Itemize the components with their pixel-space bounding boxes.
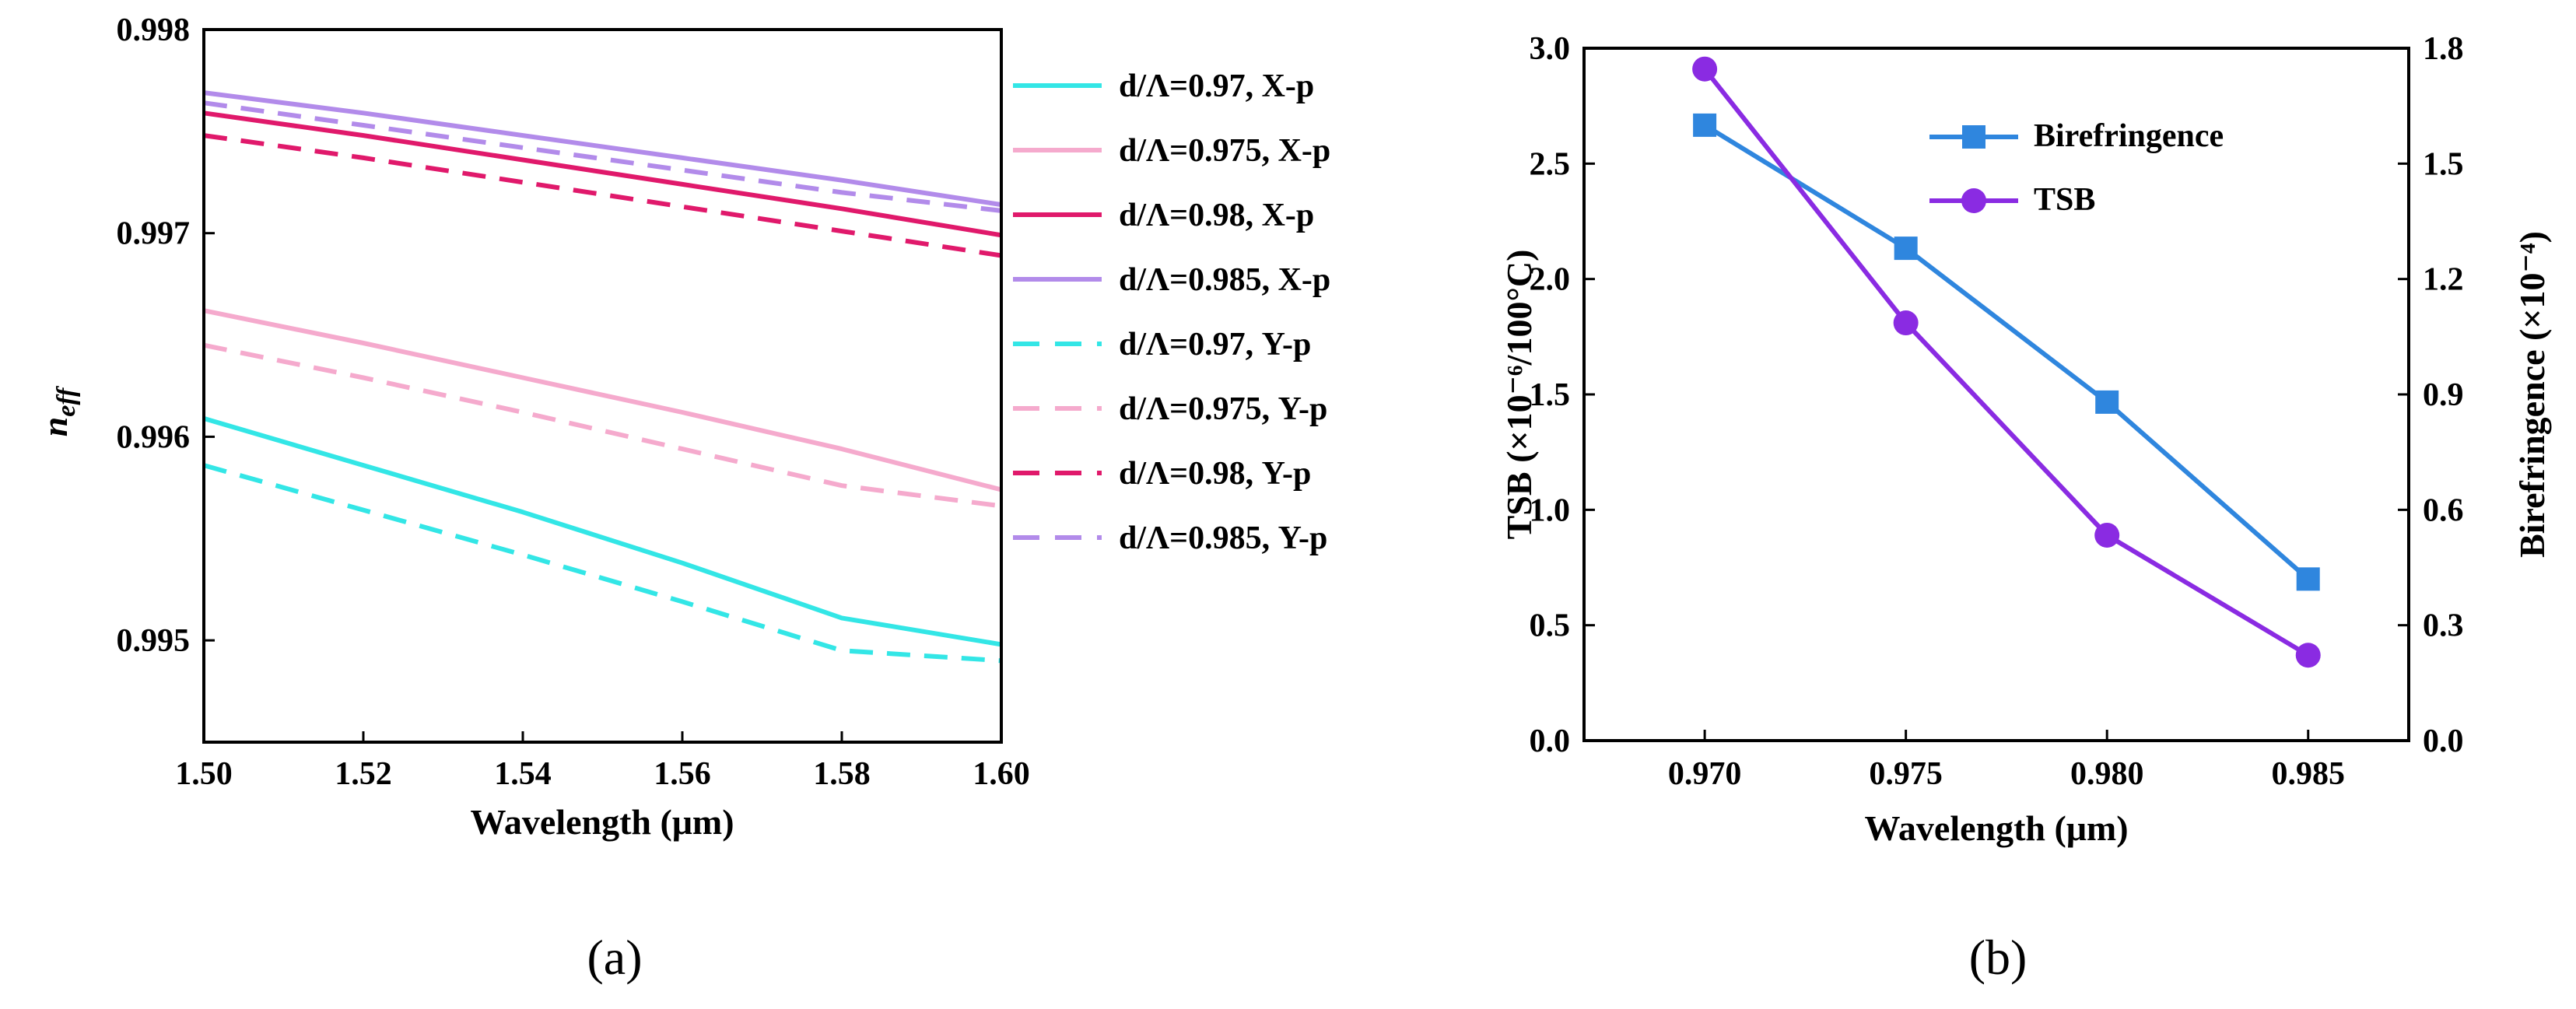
x-tick-label: 0.980 (2070, 756, 2144, 792)
series-line-5 (203, 463, 1002, 664)
x-tick-label: 0.985 (2271, 756, 2345, 792)
panel-a-label: (a) (587, 930, 642, 985)
chart-a-x-axis-title: Wavelength (μm) (470, 802, 734, 842)
series-line-birefringence (1703, 123, 2310, 581)
y-tick-label: 0.998 (117, 12, 191, 48)
legend-label-8: d/Λ=0.985, Y-p (1119, 520, 1327, 556)
x-tick-label: 1.60 (973, 756, 1030, 792)
chart-b-series (1692, 56, 2321, 668)
chart-b: 0.970 0.975 0.980 0.985 0.0 0.5 1.0 1.5 2.0 2.5 3… (1499, 31, 2552, 848)
data-point-birefringence (2296, 567, 2320, 591)
right-y-tick-label: 0.9 (2423, 377, 2464, 413)
chart-a-y-ticks: 0.995 0.996 0.997 0.998 (117, 12, 215, 659)
series-line-tsb (1702, 67, 2310, 657)
data-point-birefringence (1894, 236, 1918, 261)
right-y-tick-label: 0.3 (2423, 608, 2464, 644)
left-y-tick-label: 0.0 (1530, 723, 1571, 759)
chart-a-series-lines (203, 90, 1002, 664)
left-y-tick-label: 2.0 (1530, 262, 1571, 298)
right-y-tick-label: 1.2 (2423, 262, 2464, 298)
legend-label-birefringence: Birefringence (2034, 118, 2224, 154)
chart-b-right-y-axis-title: Birefringence (×10⁻⁴) (2512, 231, 2552, 558)
chart-b-left-y-axis-title: TSB (×10⁻⁶/100°C) (1499, 250, 1539, 540)
series-line-1 (203, 416, 1002, 647)
series-line-8 (203, 100, 1002, 213)
series-line-7 (203, 133, 1002, 258)
legend-label-3: d/Λ=0.98, X-p (1119, 198, 1314, 233)
series-line-6 (203, 342, 1002, 509)
legend-label-1: d/Λ=0.97, X-p (1119, 68, 1314, 104)
right-y-tick-label: 1.8 (2423, 31, 2464, 67)
x-tick-label: 1.50 (175, 756, 233, 792)
left-y-tick-label: 0.5 (1530, 608, 1571, 644)
x-tick-label: 0.970 (1668, 756, 1742, 792)
x-tick-label: 0.975 (1869, 756, 1943, 792)
chart-a-legend: d/Λ=0.97, X-p d/Λ=0.975, X-p d/Λ=0.98, X-p… (1013, 68, 1330, 556)
legend-label-6: d/Λ=0.975, Y-p (1119, 391, 1327, 427)
series-line-2 (203, 308, 1002, 492)
legend-label-4: d/Λ=0.985, X-p (1119, 262, 1330, 298)
legend-label-5: d/Λ=0.97, Y-p (1119, 327, 1311, 363)
x-tick-label: 1.58 (813, 756, 871, 792)
data-point-tsb (1893, 310, 1919, 336)
chart-a-x-ticks: 1.50 1.52 1.54 1.56 1.58 1.60 (175, 731, 1030, 792)
chart-b-legend: Birefringence TSB (1929, 118, 2224, 218)
legend-swatch-marker-tsb (1961, 188, 1986, 213)
series-line-3 (203, 110, 1002, 238)
legend-label-2: d/Λ=0.975, X-p (1119, 133, 1330, 169)
data-point-tsb (1692, 56, 1718, 82)
chart-a-plot-frame (202, 28, 1003, 744)
legend-label-7: d/Λ=0.98, Y-p (1119, 456, 1311, 492)
chart-a-y-axis-title-base: n (35, 417, 75, 437)
data-point-birefringence (2095, 390, 2119, 414)
x-tick-label: 1.54 (494, 756, 552, 792)
y-tick-label: 0.996 (117, 419, 191, 455)
chart-b-left-y-ticks: 0.0 0.5 1.0 1.5 2.0 2.5 3.0 (1530, 31, 1595, 759)
data-point-tsb (2094, 522, 2120, 548)
chart-b-x-ticks: 0.970 0.975 0.980 0.985 (1668, 730, 2345, 792)
chart-a-y-axis-title-subscript: eff (52, 385, 81, 417)
series-line-4 (203, 90, 1002, 208)
left-y-tick-label: 1.0 (1530, 492, 1571, 528)
data-point-tsb (2295, 643, 2321, 668)
right-y-tick-label: 1.5 (2423, 146, 2464, 182)
chart-b-right-y-ticks: 0.0 0.3 0.6 0.9 1.2 1.5 1.8 (2398, 31, 2464, 759)
legend-swatch-marker-birefringence (1962, 125, 1985, 149)
data-point-birefringence (1693, 113, 1717, 137)
x-tick-label: 1.56 (654, 756, 711, 792)
chart-a-y-axis-title: neff (35, 385, 81, 436)
right-y-tick-label: 0.6 (2423, 492, 2464, 528)
left-y-tick-label: 2.5 (1530, 146, 1571, 182)
chart-a: 1.50 1.52 1.54 1.56 1.58 1.60 0.995 0.996 0.997… (35, 12, 1330, 842)
panel-b-label: (b) (1969, 930, 2028, 985)
y-tick-label: 0.995 (117, 623, 191, 659)
chart-b-x-axis-title: Wavelength (μm) (1864, 808, 2128, 848)
x-tick-label: 1.52 (335, 756, 392, 792)
legend-label-tsb: TSB (2034, 182, 2095, 218)
y-tick-label: 0.997 (117, 216, 191, 252)
left-y-tick-label: 3.0 (1530, 31, 1571, 67)
right-y-tick-label: 0.0 (2423, 723, 2464, 759)
left-y-tick-label: 1.5 (1530, 377, 1571, 413)
